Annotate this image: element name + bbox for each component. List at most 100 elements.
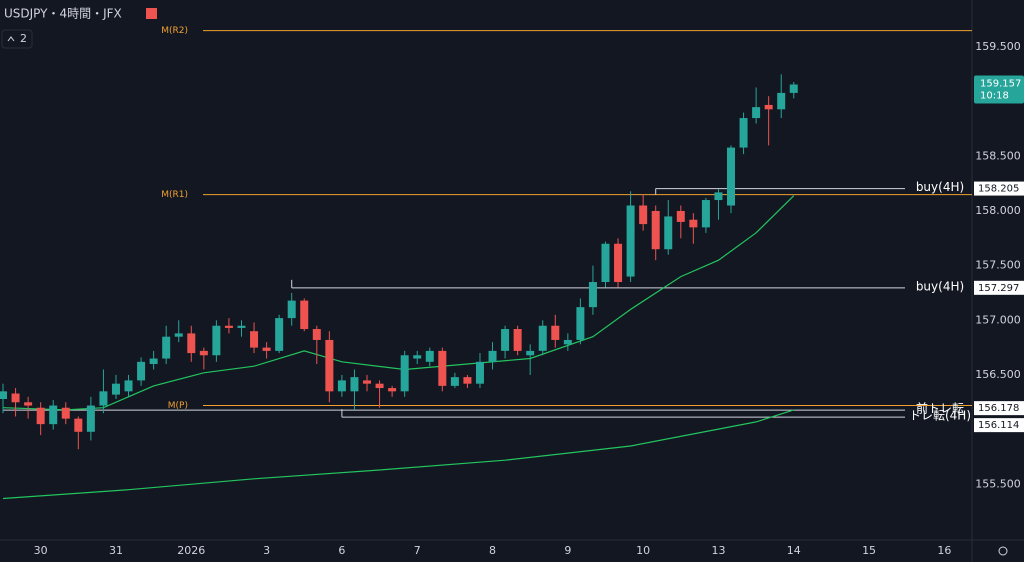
y-tick-label: 156.500 [975,368,1021,381]
x-tick-label: 31 [109,544,123,557]
candle-body [501,329,510,351]
chevron-icon [7,36,15,42]
level-label: トレ転(4H) [909,409,971,423]
x-tick-label: 15 [862,544,876,557]
candle-body [563,339,572,345]
candle-body [99,391,108,406]
y-tick-label: 158.000 [975,204,1021,217]
candle-body [425,350,434,362]
candle-body [137,361,146,381]
candle-body [475,361,484,384]
candle-body [601,243,610,283]
candle-body [488,350,497,362]
pivot-label: M(P) [168,401,188,411]
candle-body [777,92,786,110]
y-tick-label: 155.500 [975,477,1021,490]
candle-body [513,329,522,351]
candle-body [526,350,535,356]
candle-body [212,325,221,356]
x-tick-label: 9 [564,544,571,557]
level-label: buy(4H) [916,180,964,194]
candle-body [237,325,246,328]
candle-body [350,377,359,392]
candle-body [764,104,773,110]
price-tag [974,181,1024,196]
candle-body [463,377,472,384]
candle-body [450,377,459,386]
candle-body [262,347,271,351]
candle-body [614,243,623,283]
candle-body [187,333,196,354]
y-tick-label: 158.500 [975,149,1021,162]
candle-body [124,380,133,392]
pivot-label: M(R2) [161,26,188,36]
candle-body [287,300,296,319]
price-tag [974,418,1024,433]
x-tick-label: 6 [338,544,345,557]
candle-body [639,205,648,225]
candle-body [626,205,635,277]
candle-body [576,307,585,340]
price-tag-label: 156.114 [978,420,1019,431]
candle-body [400,355,409,392]
candle-body [701,200,710,228]
x-tick-label: 13 [711,544,725,557]
candle-body [689,219,698,228]
last-price-label: 159.157 [980,78,1021,89]
candle-body [363,380,372,384]
x-tick-label: 7 [414,544,421,557]
flag-icon[interactable] [146,8,157,19]
x-tick-label: 8 [489,544,496,557]
x-tick-label: 16 [937,544,951,557]
candle-body [275,318,284,351]
indicator-toggle[interactable] [1,29,33,49]
candle-body [388,388,397,392]
y-tick-label: 157.000 [975,313,1021,326]
candle-body [789,84,798,93]
x-tick-label: 10 [636,544,650,557]
last-price-tag [974,75,1024,104]
candle-body [224,325,233,328]
price-tag-label: 156.178 [978,403,1019,414]
settings-icon[interactable] [998,546,1008,556]
candle-body [538,325,547,351]
candle-body [676,210,685,222]
candle-body [438,350,447,386]
candle-body [74,418,83,432]
candle-body [61,407,70,419]
candle-body [250,331,259,348]
candle-body [111,383,120,395]
candle-body [300,300,309,330]
candle-body [149,358,158,365]
price-tag [974,280,1024,295]
candle-body [752,107,761,119]
candle-body [651,210,660,250]
candle-body [325,339,334,392]
candle-body [162,336,171,359]
candle-body [49,405,58,425]
candle-body [312,329,321,340]
candle-body [375,383,384,389]
candle-body [551,325,560,340]
y-tick-label: 157.500 [975,259,1021,272]
candle-body [86,405,95,432]
price-tag-label: 157.297 [978,283,1019,294]
x-tick-label: 3 [263,544,270,557]
indicator-count: 2 [20,32,27,45]
pivot-label: M(R1) [161,190,188,200]
candle-body [727,147,736,206]
candle-body [588,282,597,308]
last-price-time: 10:18 [980,90,1009,101]
candle-body [36,407,45,425]
x-tick-label: 14 [787,544,801,557]
candle-body [714,192,723,201]
candle-body [739,118,748,148]
y-tick-label: 159.500 [975,40,1021,53]
price-tag [974,401,1024,416]
price-tag-label: 158.205 [978,184,1019,195]
candle-body [174,333,183,337]
candle-body [664,216,673,250]
candle-body [24,402,33,406]
